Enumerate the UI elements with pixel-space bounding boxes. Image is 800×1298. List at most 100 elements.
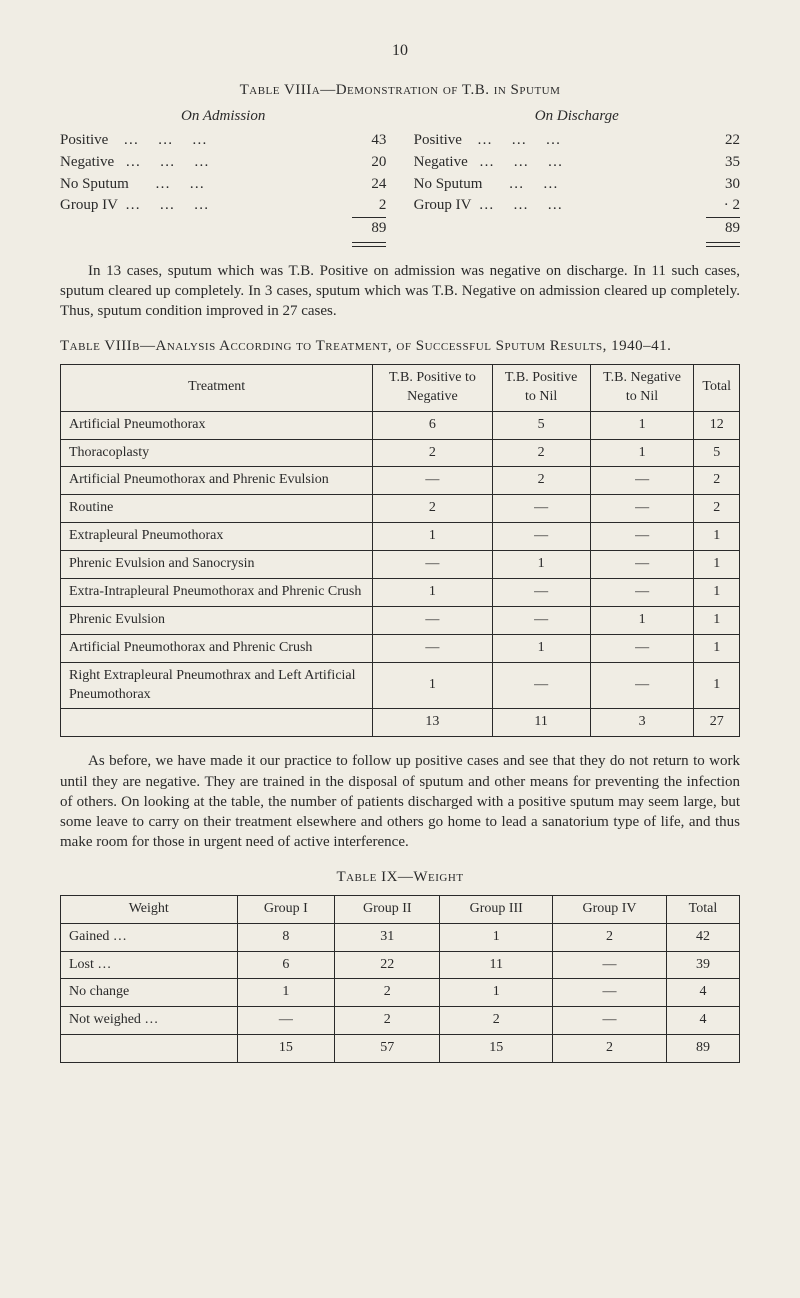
th: Group I — [237, 895, 335, 923]
td: 39 — [666, 951, 739, 979]
td: 2 — [335, 979, 440, 1007]
td: 2 — [373, 439, 492, 467]
td: 1 — [694, 606, 740, 634]
td: 5 — [492, 411, 590, 439]
row-val: 20 — [346, 152, 386, 174]
td: 1 — [492, 551, 590, 579]
td: 13 — [373, 709, 492, 737]
discharge-column: On Discharge Positive … … …22 Negative …… — [414, 106, 740, 247]
page-number: 10 — [60, 40, 740, 62]
td: 1 — [440, 979, 553, 1007]
table-header-row: Weight Group I Group II Group III Group … — [61, 895, 740, 923]
td: 2 — [492, 439, 590, 467]
totals-row: 15 57 15 2 89 — [61, 1035, 740, 1063]
td: 31 — [335, 923, 440, 951]
table-row: Thoracoplasty2215 — [61, 439, 740, 467]
td: Thoracoplasty — [61, 439, 373, 467]
table-row: Gained …8311242 — [61, 923, 740, 951]
td: 1 — [373, 578, 492, 606]
td: 1 — [694, 578, 740, 606]
admission-head: On Admission — [60, 106, 386, 126]
row-val: 2 — [346, 195, 386, 217]
td: Gained … — [61, 923, 238, 951]
td: Artificial Pneumothorax and Phrenic Crus… — [61, 634, 373, 662]
td: 1 — [373, 662, 492, 709]
td: Right Extrapleural Pneumothrax and Left … — [61, 662, 373, 709]
table-row: Extrapleural Pneumothorax1——1 — [61, 523, 740, 551]
row-label: Positive … … … — [60, 130, 209, 152]
td: 11 — [492, 709, 590, 737]
th: T.B. Positive to Nil — [492, 364, 590, 411]
td: 1 — [237, 979, 335, 1007]
double-rule — [706, 242, 740, 247]
totals-row: 13 11 3 27 — [61, 709, 740, 737]
row-label: Positive … … … — [414, 130, 563, 152]
td: — — [553, 1007, 667, 1035]
table-row: Phrenic Evulsion——11 — [61, 606, 740, 634]
td: — — [492, 495, 590, 523]
td: 22 — [335, 951, 440, 979]
table-row: No change121—4 — [61, 979, 740, 1007]
table-9: Weight Group I Group II Group III Group … — [60, 895, 740, 1063]
table-row: Extra-Intrapleural Pneumothorax and Phre… — [61, 578, 740, 606]
discharge-total: 89 — [700, 218, 740, 240]
row-label: No Sputum … … — [60, 174, 206, 196]
th: Group IV — [553, 895, 667, 923]
table-row: Not weighed …—22—4 — [61, 1007, 740, 1035]
td: 2 — [335, 1007, 440, 1035]
td: — — [237, 1007, 335, 1035]
admission-total: 89 — [346, 218, 386, 240]
td: 5 — [694, 439, 740, 467]
th: T.B. Negative to Nil — [590, 364, 694, 411]
td: — — [590, 551, 694, 579]
table-8a: On Admission Positive … … …43 Negative …… — [60, 106, 740, 247]
td: 1 — [694, 551, 740, 579]
td: — — [492, 578, 590, 606]
td: Not weighed … — [61, 1007, 238, 1035]
paragraph-1: In 13 cases, sputum which was T.B. Posit… — [60, 261, 740, 322]
td: 2 — [694, 495, 740, 523]
td: Lost … — [61, 951, 238, 979]
td: 1 — [590, 411, 694, 439]
td: — — [590, 523, 694, 551]
td: — — [492, 606, 590, 634]
td: Artificial Pneumothorax — [61, 411, 373, 439]
td: 6 — [237, 951, 335, 979]
row-label: Group IV … … … — [60, 195, 211, 217]
td: — — [373, 551, 492, 579]
th: Total — [694, 364, 740, 411]
td: 2 — [373, 495, 492, 523]
td: 1 — [373, 523, 492, 551]
td: 1 — [440, 923, 553, 951]
td: 4 — [666, 979, 739, 1007]
td: 2 — [694, 467, 740, 495]
td: — — [373, 467, 492, 495]
row-val: 43 — [346, 130, 386, 152]
discharge-head: On Discharge — [414, 106, 740, 126]
td: 15 — [237, 1035, 335, 1063]
td: — — [492, 662, 590, 709]
td: Routine — [61, 495, 373, 523]
td: 1 — [694, 634, 740, 662]
table-row: Artificial Pneumothorax65112 — [61, 411, 740, 439]
td: 12 — [694, 411, 740, 439]
th: Weight — [61, 895, 238, 923]
row-label: No Sputum … … — [414, 174, 560, 196]
td: 8 — [237, 923, 335, 951]
th: Group III — [440, 895, 553, 923]
td: — — [492, 523, 590, 551]
paragraph-2: As before, we have made it our practice … — [60, 751, 740, 852]
row-val: 22 — [700, 130, 740, 152]
td: 1 — [492, 634, 590, 662]
table-8b: Treatment T.B. Positive to Negative T.B.… — [60, 364, 740, 737]
td: — — [373, 606, 492, 634]
td: Artificial Pneumothorax and Phrenic Evul… — [61, 467, 373, 495]
td: No change — [61, 979, 238, 1007]
table-9-title: Table IX—Weight — [60, 867, 740, 887]
table-8a-title: Table VIIIa—Demonstration of T.B. in Spu… — [60, 80, 740, 100]
td: 15 — [440, 1035, 553, 1063]
td: 11 — [440, 951, 553, 979]
td: Extrapleural Pneumothorax — [61, 523, 373, 551]
double-rule — [352, 242, 386, 247]
td: 6 — [373, 411, 492, 439]
